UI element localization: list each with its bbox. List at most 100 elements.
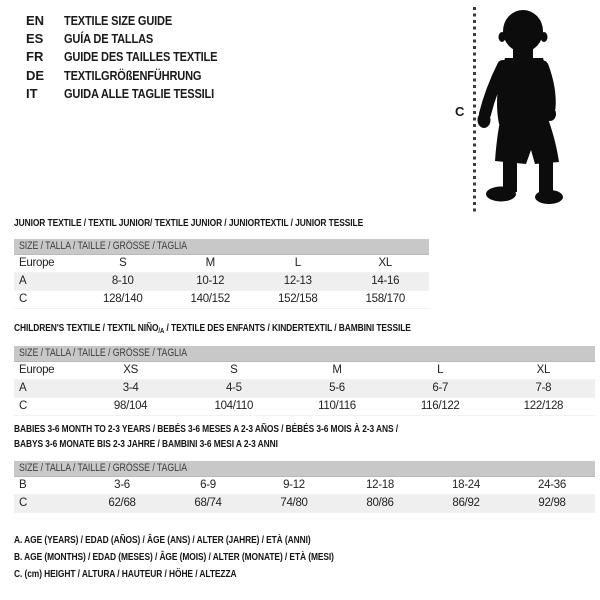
row-label: Europe	[19, 257, 55, 269]
table-cell: 158/170	[365, 293, 406, 305]
table-row: A 8-10 10-12 12-13 14-16	[14, 273, 429, 291]
size-table-header-text: SIZE / TALLA / TAILLE / GRÖSSE / TAGLIA	[19, 462, 188, 474]
language-title: TEXTILGRÖßENFÜHRUNG	[64, 67, 202, 83]
table-cell: S	[119, 257, 127, 269]
table-cell: 24-36	[538, 479, 566, 491]
table-cell: S	[230, 364, 238, 376]
table-cell: 86/92	[452, 497, 480, 509]
language-title: TEXTILE SIZE GUIDE	[64, 12, 173, 28]
section-title-line1: BABIES 3-6 MONTH TO 2-3 YEARS / BEBÉS 3-…	[14, 423, 399, 435]
table-cell: XL	[536, 364, 551, 376]
table-cell: 3-4	[122, 382, 139, 394]
table-cell: 92/98	[538, 497, 566, 509]
language-code: IT	[26, 86, 38, 102]
table-cell: 116/122	[420, 400, 460, 412]
size-table-children: SIZE / TALLA / TAILLE / GRÖSSE / TAGLIA …	[14, 346, 595, 416]
size-table-header: SIZE / TALLA / TAILLE / GRÖSSE / TAGLIA	[14, 239, 429, 255]
table-cell: 18-24	[452, 479, 480, 491]
language-code: DE	[26, 67, 45, 83]
table-row: B 3-6 6-9 9-12 12-18 18-24 24-36	[14, 477, 595, 495]
language-title-row: IT GUIDA ALLE TAGLIE TESSILI	[26, 85, 244, 103]
section-title-text: CHILDREN'S TEXTILE / TEXTIL NIÑO/A / TEX…	[14, 322, 411, 335]
table-cell: 68/74	[194, 497, 222, 509]
table-cell: 74/80	[280, 497, 308, 509]
table-cell: 98/104	[113, 400, 148, 412]
table-row: C 128/140 140/152 152/158 158/170	[14, 291, 429, 309]
table-row: A 3-4 4-5 5-6 6-7 7-8	[14, 380, 595, 398]
row-label: C	[19, 293, 28, 305]
section-title-suffix: / TEXTILE DES ENFANTS / KINDERTEXTIL / B…	[164, 322, 411, 334]
language-title: GUIDA ALLE TAGLIE TESSILI	[64, 86, 215, 102]
row-label: C	[19, 497, 28, 509]
row-label: A	[19, 382, 27, 394]
row-label: B	[19, 479, 27, 491]
language-title: GUIDE DES TAILLES TEXTILE	[64, 49, 218, 65]
height-marker-label: C	[455, 104, 465, 119]
table-cell: 110/116	[318, 400, 356, 412]
table-row: C 62/68 68/74 74/80 80/86 86/92 92/98	[14, 495, 595, 513]
table-cell: 3-6	[114, 479, 130, 491]
table-cell: 5-6	[329, 382, 345, 394]
footnote-c: C. (cm) HEIGHT / ALTURA / HAUTEUR / HÖHE…	[14, 566, 414, 583]
table-cell: 7-8	[535, 382, 552, 394]
section-title-subscript: /A	[158, 326, 165, 335]
row-label: Europe	[19, 364, 55, 376]
language-title-row: FR GUIDE DES TAILLES TEXTILE	[26, 48, 244, 66]
section-title-prefix: CHILDREN'S TEXTILE / TEXTIL NIÑO	[14, 322, 159, 334]
language-code: EN	[26, 12, 45, 28]
table-cell: 128/140	[103, 293, 143, 305]
table-cell: 104/110	[214, 400, 254, 412]
footnote-text: B. AGE (MONTHS) / EDAD (MESES) / ÂGE (MO…	[14, 551, 334, 563]
table-row: C 98/104 104/110 110/116 116/122 122/128	[14, 398, 595, 416]
footnote-b: B. AGE (MONTHS) / EDAD (MESES) / ÂGE (MO…	[14, 549, 414, 566]
table-cell: M	[205, 257, 216, 269]
language-title-row: ES GUÍA DE TALLAS	[26, 29, 244, 47]
size-table-header: SIZE / TALLA / TAILLE / GRÖSSE / TAGLIA	[14, 461, 595, 477]
height-marker-dotted-line	[473, 7, 476, 212]
table-cell: 6-7	[432, 382, 449, 394]
table-cell: 140/152	[190, 293, 231, 305]
table-cell: 4-5	[225, 382, 242, 394]
language-title-row: DE TEXTILGRÖßENFÜHRUNG	[26, 66, 244, 84]
table-row: Europe S M L XL	[14, 255, 429, 273]
table-cell: 122/128	[523, 400, 564, 412]
table-cell: L	[294, 257, 301, 269]
size-table-junior: SIZE / TALLA / TAILLE / GRÖSSE / TAGLIA …	[14, 239, 429, 309]
language-title-list: EN TEXTILE SIZE GUIDE ES GUÍA DE TALLAS …	[26, 11, 244, 103]
table-cell: 6-9	[200, 479, 216, 491]
table-cell: XS	[123, 364, 138, 376]
language-code: FR	[26, 49, 44, 65]
section-title-text: JUNIOR TEXTILE / TEXTIL JUNIOR/ TEXTILE …	[14, 217, 364, 229]
size-table-header-text: SIZE / TALLA / TAILLE / GRÖSSE / TAGLIA	[19, 240, 188, 252]
size-table-header: SIZE / TALLA / TAILLE / GRÖSSE / TAGLIA	[14, 346, 595, 362]
table-row: Europe XS S M L XL	[14, 362, 595, 380]
table-cell: 10-12	[196, 275, 225, 287]
row-label: C	[19, 400, 28, 412]
table-cell: XL	[378, 257, 393, 269]
table-cell: 9-12	[283, 479, 305, 491]
legend-footnotes: A. AGE (YEARS) / EDAD (AÑOS) / ÂGE (ANS)…	[14, 532, 414, 583]
table-cell: 152/158	[278, 293, 318, 305]
language-title-row: EN TEXTILE SIZE GUIDE	[26, 11, 244, 29]
table-cell: L	[437, 364, 444, 376]
table-cell: 12-13	[283, 275, 312, 287]
table-cell: 8-10	[111, 275, 134, 287]
section-title-babies: BABIES 3-6 MONTH TO 2-3 YEARS / BEBÉS 3-…	[14, 422, 494, 452]
size-table-babies: SIZE / TALLA / TAILLE / GRÖSSE / TAGLIA …	[14, 461, 595, 513]
table-cell: 12-18	[366, 479, 394, 491]
table-cell: M	[332, 364, 342, 376]
section-title-children: CHILDREN'S TEXTILE / TEXTIL NIÑO/A / TEX…	[14, 322, 510, 335]
size-table-body: Europe XS S M L XL A 3-4 4-5 5-6 6-7 7-8…	[14, 362, 595, 416]
language-title: GUÍA DE TALLAS	[64, 31, 154, 47]
table-cell: 80/86	[366, 497, 394, 509]
footnote-text: C. (cm) HEIGHT / ALTURA / HAUTEUR / HÖHE…	[14, 568, 237, 580]
size-table-header-text: SIZE / TALLA / TAILLE / GRÖSSE / TAGLIA	[19, 347, 188, 359]
footnote-a: A. AGE (YEARS) / EDAD (AÑOS) / ÂGE (ANS)…	[14, 532, 414, 549]
footnote-text: A. AGE (YEARS) / EDAD (AÑOS) / ÂGE (ANS)…	[14, 534, 311, 546]
row-label: A	[19, 275, 27, 287]
baby-silhouette-icon	[477, 10, 563, 204]
size-table-body: B 3-6 6-9 9-12 12-18 18-24 24-36 C 62/68…	[14, 477, 595, 513]
table-cell: 62/68	[108, 497, 136, 509]
section-title-line2: BABYS 3-6 MONATE BIS 2-3 JAHRE / BAMBINI…	[14, 438, 278, 450]
